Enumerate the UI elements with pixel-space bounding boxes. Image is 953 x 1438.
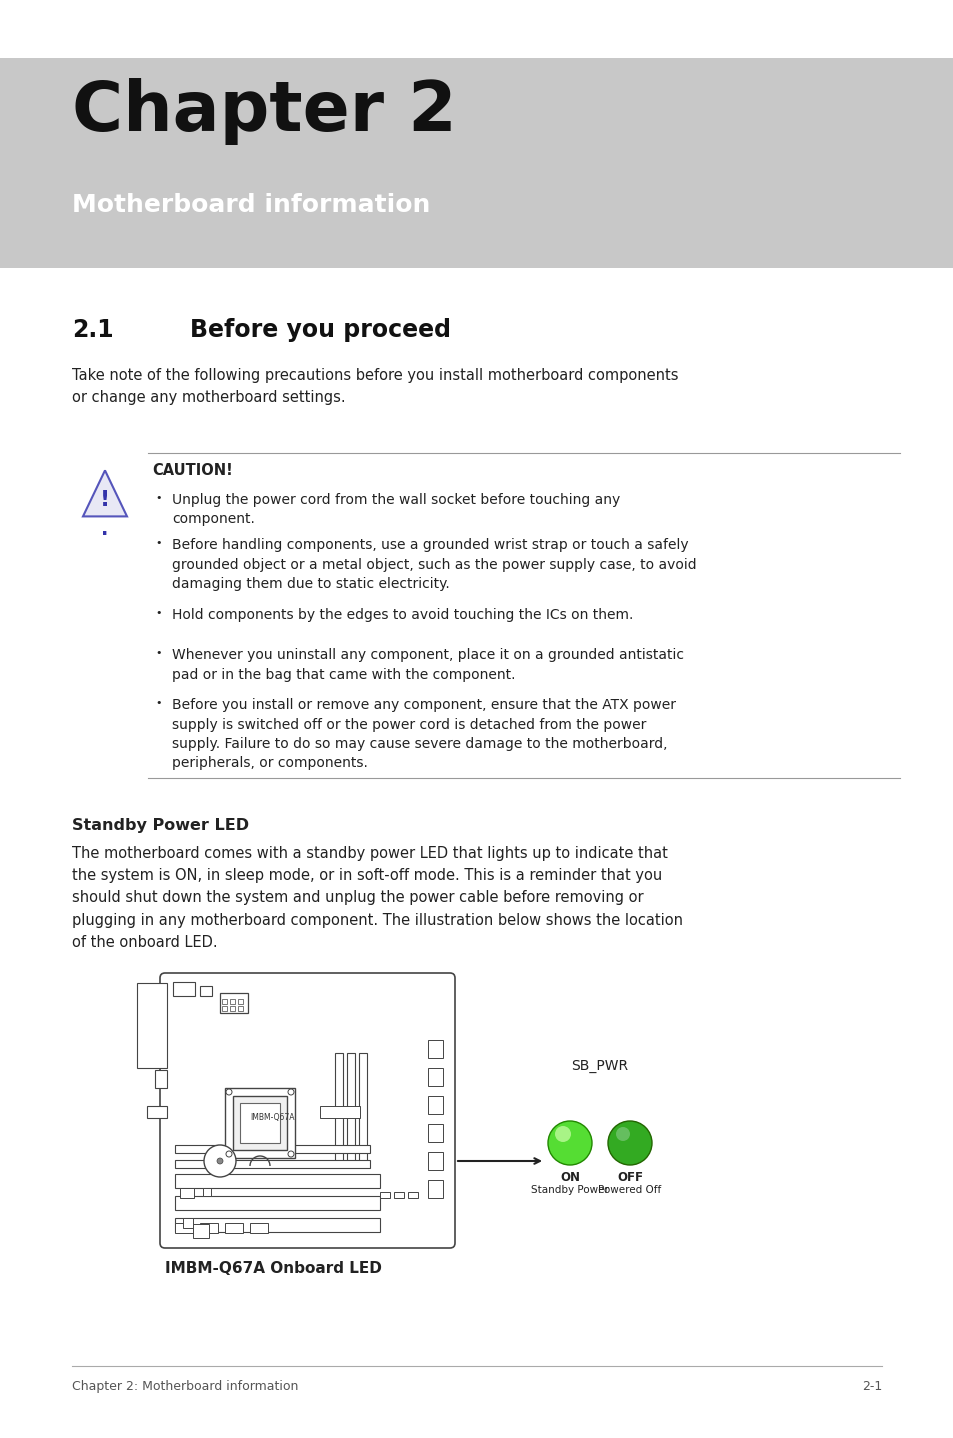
Polygon shape <box>83 470 127 516</box>
Bar <box>174 1218 379 1232</box>
Circle shape <box>288 1089 294 1094</box>
Text: Before handling components, use a grounded wrist strap or touch a safely
grounde: Before handling components, use a ground… <box>172 538 696 591</box>
Bar <box>222 999 227 1004</box>
Bar <box>174 1222 193 1232</box>
Bar <box>230 999 234 1004</box>
Bar <box>240 1103 280 1143</box>
Bar <box>237 1007 243 1011</box>
Bar <box>174 1160 370 1168</box>
Text: 2-1: 2-1 <box>861 1380 882 1393</box>
Bar <box>394 1192 403 1198</box>
Bar <box>347 1053 355 1163</box>
Bar <box>428 1096 442 1114</box>
Circle shape <box>607 1122 651 1165</box>
Text: •: • <box>154 493 161 503</box>
Text: Powered Off: Powered Off <box>598 1185 661 1195</box>
Bar <box>200 1222 218 1232</box>
Bar <box>200 986 212 997</box>
Text: 2.1: 2.1 <box>71 318 113 342</box>
Bar <box>428 1040 442 1058</box>
Bar <box>237 999 243 1004</box>
Circle shape <box>216 1158 223 1163</box>
Circle shape <box>547 1122 592 1165</box>
Text: Before you install or remove any component, ensure that the ATX power
supply is : Before you install or remove any compone… <box>172 697 676 771</box>
FancyBboxPatch shape <box>160 974 455 1248</box>
Circle shape <box>226 1089 232 1094</box>
Text: Motherboard information: Motherboard information <box>71 193 430 217</box>
Bar <box>233 1096 287 1150</box>
Bar <box>183 1218 193 1228</box>
Bar <box>172 982 194 997</box>
Text: •: • <box>154 538 161 548</box>
Circle shape <box>288 1150 294 1158</box>
Bar <box>335 1053 343 1163</box>
Bar <box>154 1070 167 1089</box>
Bar <box>174 1173 379 1188</box>
Bar <box>147 1106 167 1117</box>
Text: Hold components by the edges to avoid touching the ICs on them.: Hold components by the edges to avoid to… <box>172 608 633 623</box>
Circle shape <box>555 1126 571 1142</box>
Bar <box>193 1224 209 1238</box>
Bar <box>379 1192 390 1198</box>
Circle shape <box>616 1127 629 1140</box>
Text: The motherboard comes with a standby power LED that lights up to indicate that
t: The motherboard comes with a standby pow… <box>71 846 682 951</box>
Text: OFF: OFF <box>617 1171 642 1183</box>
Bar <box>428 1068 442 1086</box>
Text: CAUTION!: CAUTION! <box>152 463 233 477</box>
Bar <box>428 1181 442 1198</box>
Text: Standby Power LED: Standby Power LED <box>71 818 249 833</box>
Text: Chapter 2: Motherboard information: Chapter 2: Motherboard information <box>71 1380 298 1393</box>
Text: Chapter 2: Chapter 2 <box>71 78 456 145</box>
Text: IMBM-Q67A Onboard LED: IMBM-Q67A Onboard LED <box>165 1261 381 1276</box>
Text: Unplug the power cord from the wall socket before touching any
component.: Unplug the power cord from the wall sock… <box>172 493 619 526</box>
Bar <box>319 1106 359 1117</box>
Text: Take note of the following precautions before you install motherboard components: Take note of the following precautions b… <box>71 368 678 404</box>
Bar <box>137 984 167 1068</box>
Bar <box>428 1125 442 1142</box>
Bar <box>225 1222 243 1232</box>
Bar <box>225 1089 294 1158</box>
Bar <box>174 1196 379 1209</box>
Text: SB_PWR: SB_PWR <box>571 1058 628 1073</box>
Circle shape <box>204 1145 235 1176</box>
Text: ON: ON <box>559 1171 579 1183</box>
Text: .: . <box>101 521 109 539</box>
Bar <box>230 1007 234 1011</box>
Text: Standby Power: Standby Power <box>531 1185 608 1195</box>
Bar <box>358 1053 367 1163</box>
Bar <box>174 1145 370 1153</box>
Bar <box>428 1152 442 1171</box>
Text: •: • <box>154 697 161 707</box>
Circle shape <box>226 1150 232 1158</box>
Text: !: ! <box>100 490 110 510</box>
Bar <box>250 1222 268 1232</box>
Text: •: • <box>154 649 161 659</box>
Bar <box>203 1188 211 1196</box>
Bar <box>180 1188 193 1198</box>
Bar <box>220 994 248 1012</box>
Text: •: • <box>154 608 161 618</box>
Bar <box>0 58 953 267</box>
Bar <box>222 1007 227 1011</box>
Text: Before you proceed: Before you proceed <box>190 318 451 342</box>
Text: Whenever you uninstall any component, place it on a grounded antistatic
pad or i: Whenever you uninstall any component, pl… <box>172 649 683 682</box>
Bar <box>408 1192 417 1198</box>
Text: IMBM-Q67A: IMBM-Q67A <box>250 1113 294 1122</box>
